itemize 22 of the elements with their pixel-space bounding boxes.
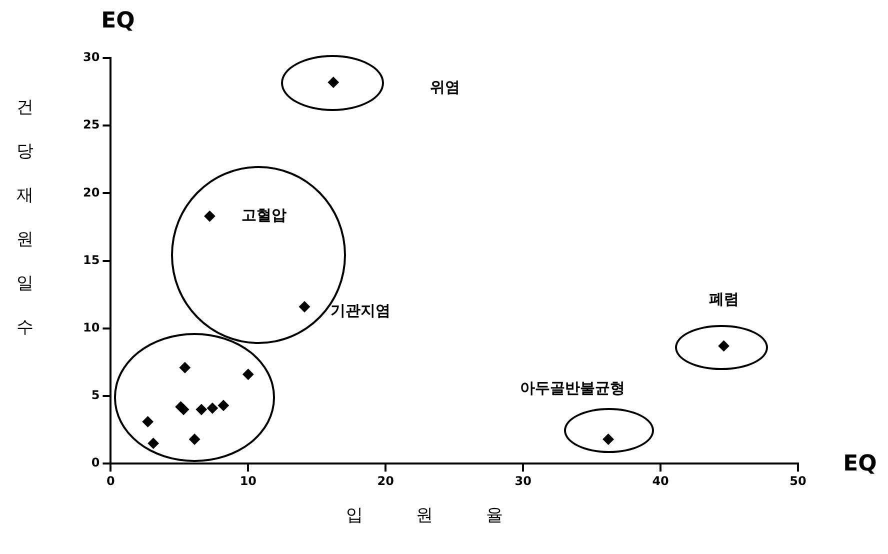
x-tick-label: 30 bbox=[514, 474, 532, 488]
text: 건당재원일수 bbox=[16, 97, 34, 338]
annotation: 기관지염 bbox=[330, 302, 391, 320]
y-tick-label: 0 bbox=[91, 456, 100, 470]
y-tick-label: 25 bbox=[82, 118, 100, 132]
text: EQ bbox=[101, 8, 135, 34]
text: 입 원 율 bbox=[346, 505, 503, 526]
y-tick-label: 30 bbox=[82, 50, 100, 64]
x-tick-label: 50 bbox=[790, 474, 806, 488]
y-tick-label: 10 bbox=[82, 320, 100, 335]
x-tick-label: 40 bbox=[652, 474, 669, 488]
annotation: 고혈압 bbox=[242, 206, 287, 224]
annotation: 아두골반불균형 bbox=[520, 379, 625, 398]
y-tick-label: 15 bbox=[82, 252, 100, 267]
annotation: 위염 bbox=[430, 78, 460, 96]
text: EQ bbox=[843, 452, 877, 477]
x-tick-label: 20 bbox=[377, 474, 394, 488]
annotation: 폐렴 bbox=[708, 290, 739, 308]
y-tick-label: 20 bbox=[82, 185, 100, 200]
x-tick-label: 0 bbox=[106, 474, 115, 488]
y-tick-label: 5 bbox=[91, 388, 100, 402]
x-tick-label: 10 bbox=[240, 474, 257, 488]
